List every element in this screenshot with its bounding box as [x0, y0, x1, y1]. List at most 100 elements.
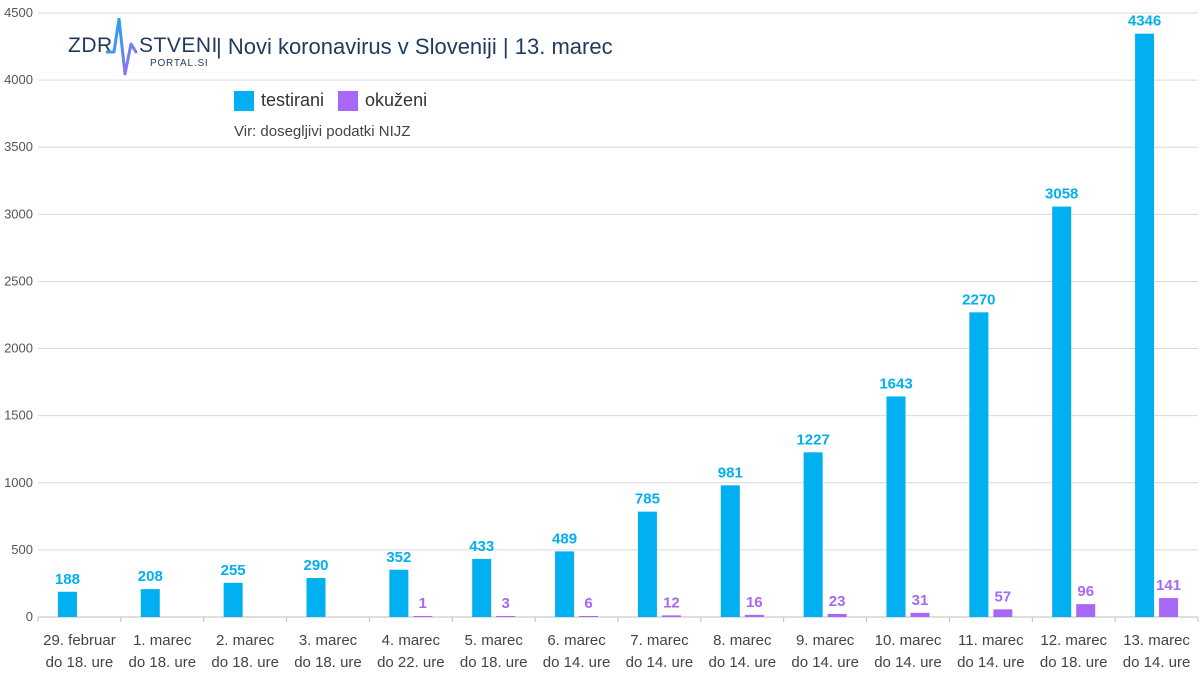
source-note: Vir: dosegljivi podatki NIJZ — [234, 123, 411, 140]
x-tick-label: 6. marec — [547, 632, 606, 649]
bar-testirani — [803, 452, 823, 617]
bar-testirani — [140, 589, 160, 617]
x-tick-label: do 14. ure — [791, 654, 859, 671]
data-label: 3 — [502, 595, 510, 612]
legend-item-testirani: testirani — [234, 90, 324, 111]
logo-text-left: ZDR — [68, 34, 113, 57]
x-tick-label: 8. marec — [713, 632, 772, 649]
data-label: 489 — [552, 530, 577, 547]
y-tick-label: 500 — [11, 542, 33, 557]
bar-testirani — [389, 569, 409, 617]
chart-title: | Novi koronavirus v Sloveniji | 13. mar… — [216, 34, 613, 59]
bar-testirani — [223, 582, 243, 617]
x-tick-label: 4. marec — [382, 632, 441, 649]
data-label: 1643 — [879, 375, 912, 392]
data-label: 981 — [718, 464, 743, 481]
x-tick-label: 12. marec — [1040, 632, 1107, 649]
x-tick-label: do 14. ure — [626, 654, 694, 671]
portal-logo: ZDR STVENI PORTAL.SI — [66, 18, 226, 78]
y-tick-label: 3500 — [4, 139, 33, 154]
data-label: 1 — [419, 595, 427, 612]
bar-testirani — [720, 485, 740, 617]
x-tick-label: 10. marec — [875, 632, 942, 649]
bar-okueni — [496, 616, 516, 617]
bar-testirani — [306, 578, 326, 617]
legend-item-okuzeni: okuženi — [338, 90, 427, 111]
data-label: 31 — [912, 592, 929, 609]
bar-testirani — [969, 312, 989, 617]
legend-swatch-okuzeni — [338, 90, 359, 111]
x-tick-label: 9. marec — [796, 632, 855, 649]
y-tick-label: 2500 — [4, 273, 33, 288]
bar-testirani — [555, 551, 575, 617]
x-tick-label: 11. marec — [958, 632, 1024, 649]
x-tick-label: do 18. ure — [46, 654, 114, 671]
y-tick-label: 2000 — [4, 341, 33, 356]
data-label: 16 — [746, 594, 763, 611]
heartbeat-icon — [106, 18, 138, 76]
bar-okueni — [579, 616, 599, 617]
data-label: 12 — [663, 594, 680, 611]
bar-testirani — [1052, 206, 1072, 617]
bar-okueni — [993, 609, 1013, 617]
y-tick-label: 4500 — [4, 5, 33, 20]
data-label: 188 — [55, 571, 80, 588]
data-label: 1227 — [796, 431, 829, 448]
bar-okueni — [661, 615, 681, 617]
y-tick-label: 0 — [26, 609, 33, 624]
x-tick-label: do 14. ure — [957, 654, 1025, 671]
bar-okueni — [1159, 598, 1179, 617]
x-tick-label: do 18. ure — [211, 654, 279, 671]
bar-okueni — [910, 612, 930, 617]
x-tick-label: do 18. ure — [460, 654, 528, 671]
bar-testirani — [57, 591, 77, 617]
x-tick-label: 2. marec — [216, 632, 275, 649]
x-tick-label: do 18. ure — [1040, 654, 1108, 671]
bar-testirani — [472, 558, 492, 617]
data-label: 23 — [829, 593, 846, 610]
x-tick-label: 1. marec — [133, 632, 192, 649]
data-label: 57 — [995, 588, 1012, 605]
y-tick-label: 1500 — [4, 408, 33, 423]
bar-testirani — [886, 396, 906, 617]
data-label: 255 — [221, 562, 246, 579]
data-label: 433 — [469, 538, 494, 555]
bar-testirani — [637, 511, 657, 617]
data-label: 6 — [584, 595, 592, 612]
data-label: 290 — [303, 557, 328, 574]
y-tick-label: 1000 — [4, 475, 33, 490]
data-label: 3058 — [1045, 186, 1078, 203]
x-tick-label: do 22. ure — [377, 654, 445, 671]
legend-label-testirani: testirani — [261, 90, 325, 110]
x-tick-label: do 18. ure — [129, 654, 197, 671]
logo-text-right: STVENI — [139, 34, 218, 57]
y-tick-label: 3000 — [4, 206, 33, 221]
bar-okueni — [413, 616, 433, 617]
data-label: 141 — [1156, 577, 1181, 594]
bar-testirani — [1135, 33, 1155, 617]
x-tick-label: do 14. ure — [709, 654, 777, 671]
x-tick-label: 3. marec — [299, 632, 358, 649]
bar-okueni — [744, 614, 764, 617]
data-label: 352 — [386, 549, 411, 566]
bar-okueni — [827, 613, 847, 617]
x-tick-label: do 14. ure — [874, 654, 942, 671]
data-label: 2270 — [962, 291, 995, 308]
x-tick-label: do 18. ure — [294, 654, 362, 671]
x-tick-label: 5. marec — [465, 632, 524, 649]
data-label: 785 — [635, 491, 660, 508]
x-tick-label: do 14. ure — [543, 654, 611, 671]
y-tick-label: 4000 — [4, 72, 33, 87]
logo-subtext: PORTAL.SI — [150, 58, 209, 69]
x-tick-label: 7. marec — [630, 632, 689, 649]
legend-label-okuzeni: okuženi — [365, 90, 428, 110]
x-tick-label: do 14. ure — [1123, 654, 1191, 671]
legend-swatch-testirani — [234, 90, 254, 111]
x-tick-label: 29. februar — [43, 632, 116, 649]
chart-legend: testirani okuženi — [234, 90, 441, 111]
data-label: 96 — [1077, 583, 1094, 600]
x-tick-label: 13. marec — [1123, 632, 1190, 649]
data-label: 4346 — [1128, 13, 1161, 30]
data-label: 208 — [138, 568, 163, 585]
